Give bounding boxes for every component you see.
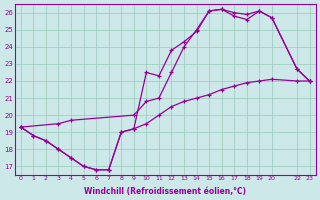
X-axis label: Windchill (Refroidissement éolien,°C): Windchill (Refroidissement éolien,°C) [84, 187, 246, 196]
